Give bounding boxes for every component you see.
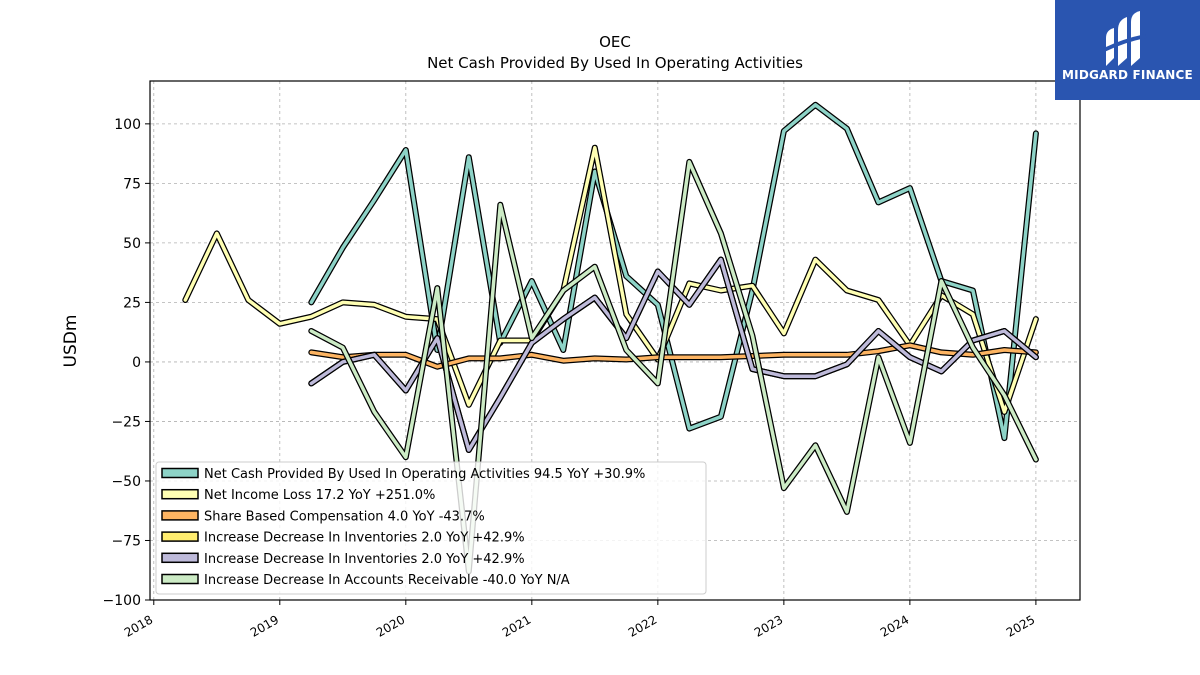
legend-label-2: Share Based Compensation 4.0 YoY -43.7% (204, 509, 485, 524)
x-tick-label: 2020 (374, 612, 407, 639)
legend-swatch-4 (161, 552, 199, 564)
brand-logo: MIDGARD FINANCE (1055, 0, 1200, 100)
legend-box (155, 461, 707, 595)
legend-label-4: Increase Decrease In Inventories 2.0 YoY… (204, 552, 525, 567)
y-tick-label: 25 (123, 295, 141, 311)
legend-label-1: Net Income Loss 17.2 YoY +251.0% (204, 488, 435, 503)
series-line-5 (309, 160, 1038, 574)
legend-swatch-3 (161, 531, 199, 542)
legend-swatch-1 (161, 488, 199, 500)
x-tick-label: 2019 (248, 612, 281, 639)
legend-swatch-0 (161, 467, 199, 479)
y-tick-label: 0 (132, 355, 141, 371)
legend-swatch-2 (161, 510, 199, 521)
y-axis-label: USDm (61, 315, 81, 368)
x-tick-label: 2024 (878, 612, 911, 639)
legend-label-5: Increase Decrease In Accounts Receivable… (204, 573, 570, 588)
legend: Net Cash Provided By Used In Operating A… (155, 461, 707, 595)
y-tick-label: −50 (111, 474, 141, 490)
y-tick-label: 50 (123, 236, 141, 252)
x-tick-label: 2018 (122, 612, 155, 639)
legend-label-0: Net Cash Provided By Used In Operating A… (204, 467, 645, 482)
chart-subtitle: Net Cash Provided By Used In Operating A… (427, 54, 803, 72)
x-tick-label: 2022 (626, 612, 659, 639)
y-tick-label: −75 (111, 533, 141, 549)
series-lines (182, 101, 1039, 575)
logo-mark-icon (1103, 11, 1147, 66)
logo-text: MIDGARD FINANCE (1062, 68, 1193, 82)
y-tick-label: 75 (123, 176, 141, 192)
chart-title: OEC (599, 33, 631, 51)
series-line-2 (309, 343, 1038, 369)
x-tick-label: 2023 (752, 612, 785, 639)
plot-frame (149, 80, 1081, 601)
y-tick-label: 100 (114, 117, 141, 133)
x-tick-label: 2025 (1004, 612, 1037, 639)
x-tick-label: 2021 (500, 612, 533, 639)
legend-label-3: Increase Decrease In Inventories 2.0 YoY… (204, 531, 525, 546)
legend-swatch-5 (161, 573, 199, 585)
y-tick-label: −100 (103, 593, 141, 609)
series-line-1 (183, 145, 1038, 414)
y-tick-label: −25 (111, 414, 141, 430)
